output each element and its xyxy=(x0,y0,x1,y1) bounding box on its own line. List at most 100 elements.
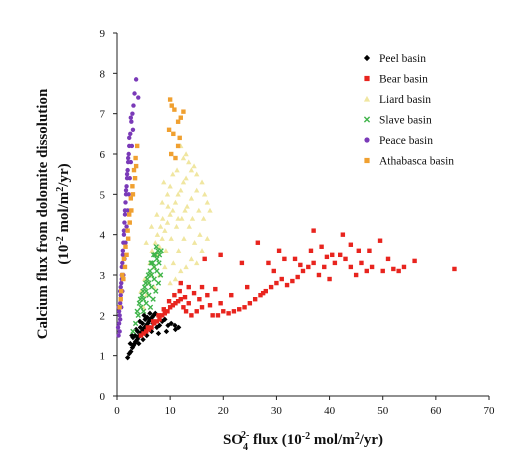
data-point xyxy=(161,307,166,312)
data-point xyxy=(204,236,211,241)
series-liard-basin xyxy=(138,143,213,310)
data-point xyxy=(181,109,186,114)
data-point xyxy=(121,276,126,282)
data-point xyxy=(199,179,205,185)
data-point xyxy=(125,155,131,161)
data-point xyxy=(137,296,144,302)
data-point xyxy=(168,320,174,327)
data-point xyxy=(154,268,160,274)
data-point xyxy=(130,184,135,189)
data-point xyxy=(175,143,181,149)
data-point xyxy=(181,236,187,241)
data-point xyxy=(180,179,187,185)
data-point xyxy=(129,208,134,213)
legend-marker xyxy=(364,75,370,82)
data-point xyxy=(186,284,191,290)
data-point xyxy=(266,260,271,266)
x-tick-label: 60 xyxy=(430,405,442,417)
data-point xyxy=(140,308,147,314)
data-point xyxy=(170,207,176,213)
series-athabasca-basin xyxy=(117,97,186,310)
data-point xyxy=(131,103,136,108)
data-point xyxy=(127,340,133,347)
data-point xyxy=(121,228,127,233)
data-point xyxy=(129,332,135,339)
y-tick-label: 9 xyxy=(100,28,106,40)
data-point xyxy=(128,115,134,120)
data-point xyxy=(120,272,125,278)
data-point xyxy=(128,348,134,355)
data-point xyxy=(183,264,189,270)
data-point xyxy=(148,223,155,229)
data-point xyxy=(332,260,338,266)
data-point xyxy=(182,294,188,300)
data-point xyxy=(122,264,128,270)
data-point xyxy=(116,321,122,326)
data-point xyxy=(125,167,130,173)
data-point xyxy=(153,288,159,294)
data-point xyxy=(184,203,190,209)
data-point xyxy=(123,240,128,245)
data-point xyxy=(391,266,396,272)
data-point xyxy=(229,292,234,298)
data-point xyxy=(284,282,290,288)
plot-area xyxy=(116,33,489,397)
data-point xyxy=(364,268,369,274)
data-point xyxy=(255,240,261,245)
data-point xyxy=(182,207,188,213)
data-point xyxy=(197,231,203,237)
data-point xyxy=(142,316,148,323)
data-point xyxy=(282,256,287,262)
data-point xyxy=(263,288,268,294)
data-point xyxy=(252,297,258,302)
data-point xyxy=(159,199,165,205)
data-point xyxy=(137,324,144,331)
data-point xyxy=(202,256,207,262)
data-point xyxy=(147,304,154,310)
data-point xyxy=(173,301,178,306)
data-point xyxy=(172,107,177,112)
data-point xyxy=(170,303,175,308)
data-point xyxy=(188,167,195,173)
data-point xyxy=(143,300,149,306)
data-point xyxy=(128,131,133,137)
data-point xyxy=(139,292,145,298)
data-point xyxy=(178,115,183,120)
legend-label: Bear basin xyxy=(379,74,428,86)
data-point xyxy=(158,248,164,254)
data-point xyxy=(147,268,153,274)
data-point xyxy=(127,176,132,181)
data-point xyxy=(167,97,173,102)
data-point xyxy=(136,340,142,347)
data-point xyxy=(141,331,146,336)
data-point xyxy=(132,332,138,339)
data-point xyxy=(163,248,169,253)
data-point xyxy=(201,191,208,197)
data-point xyxy=(123,244,128,249)
data-point xyxy=(205,292,210,298)
data-point xyxy=(117,313,122,318)
data-point xyxy=(179,215,185,221)
data-point xyxy=(120,248,126,253)
data-point xyxy=(369,264,375,270)
data-point xyxy=(295,274,300,280)
data-point xyxy=(319,244,324,249)
data-point xyxy=(154,231,161,237)
data-point xyxy=(121,232,127,237)
data-point xyxy=(120,252,126,258)
legend-marker xyxy=(364,157,370,164)
series-slave-basin xyxy=(130,244,164,335)
data-point xyxy=(140,288,146,294)
data-point xyxy=(189,313,194,318)
legend-label: Peace basin xyxy=(379,135,433,147)
data-point xyxy=(177,135,182,141)
data-point xyxy=(149,248,155,253)
data-point xyxy=(143,240,149,245)
data-point xyxy=(144,276,150,282)
data-point xyxy=(123,188,129,193)
legend: Peel basin Bear basin Liard basin Slave bas… xyxy=(363,53,454,168)
y-axis-unit: (10-2 mol/m2/yr) xyxy=(55,163,72,264)
data-point xyxy=(180,155,187,161)
y-tick-label: 1 xyxy=(100,351,106,363)
